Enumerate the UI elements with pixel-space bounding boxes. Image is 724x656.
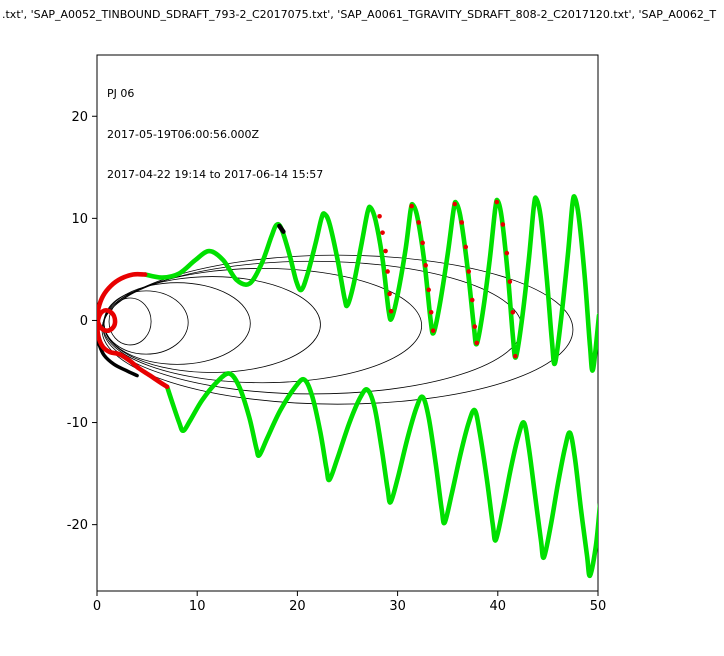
plot-data-area <box>97 194 598 579</box>
red-dot-marker <box>387 291 392 297</box>
plot-title: .txt', 'SAP_A0052_TINBOUND_SDRAFT_793-2_… <box>2 8 717 21</box>
red-dot-marker <box>426 287 431 293</box>
y-axis-tick-label: 10 <box>71 212 88 227</box>
time-range: 2017-04-22 19:14 to 2017-06-14 15:57 <box>107 168 324 181</box>
y-axis-tick-label: -10 <box>67 416 88 431</box>
red-dot-marker <box>504 250 510 256</box>
event-marker-black <box>277 223 286 234</box>
red-dot-marker <box>416 220 421 225</box>
field-contour-line <box>108 297 152 346</box>
red-dot-marker <box>510 309 516 315</box>
red-dot-marker <box>507 279 513 284</box>
red-dot-marker <box>469 297 475 303</box>
red-dot-marker <box>463 244 469 250</box>
perijove-red <box>97 271 170 390</box>
y-axis-tick-label: -20 <box>67 518 88 533</box>
x-axis-tick-label: 0 <box>93 599 101 614</box>
red-dot-marker <box>383 248 388 254</box>
red-dot-marker <box>420 240 425 246</box>
red-dot-marker <box>466 269 472 274</box>
annotation-block: PJ 06 2017-05-19T06:00:56.000Z 2017-04-2… <box>107 60 323 195</box>
red-dot-marker <box>428 309 434 315</box>
red-dot-marker <box>459 220 465 225</box>
x-axis-tick-label: 50 <box>590 599 607 614</box>
y-axis-tick-label: 0 <box>80 314 88 329</box>
red-dot-marker <box>494 199 500 205</box>
perijove-label: PJ 06 <box>107 87 135 100</box>
red-dot-marker <box>388 308 394 314</box>
x-axis-tick-label: 40 <box>490 599 507 614</box>
red-dot-marker <box>452 201 458 207</box>
red-dot-marker <box>513 353 518 359</box>
red-dot-marker <box>380 230 385 235</box>
perijove-shadow-black <box>97 341 139 378</box>
x-axis-tick-label: 10 <box>189 599 206 614</box>
red-dot-marker <box>500 222 506 227</box>
trajectory-outbound-green <box>164 371 598 579</box>
field-contour-line <box>103 276 321 373</box>
y-axis-tick-label: 20 <box>71 110 88 125</box>
red-dot-marker <box>423 263 428 268</box>
x-axis-tick-label: 20 <box>289 599 306 614</box>
red-dot-marker <box>377 214 382 219</box>
epoch-timestamp: 2017-05-19T06:00:56.000Z <box>107 127 260 141</box>
red-dot-marker <box>474 340 480 346</box>
red-dot-marker <box>472 324 478 329</box>
x-axis-tick-label: 30 <box>389 599 406 614</box>
trajectory-inbound-green <box>142 194 598 373</box>
red-dot-marker <box>430 328 436 333</box>
red-dot-marker <box>409 203 414 209</box>
red-dot-marker <box>385 269 390 274</box>
